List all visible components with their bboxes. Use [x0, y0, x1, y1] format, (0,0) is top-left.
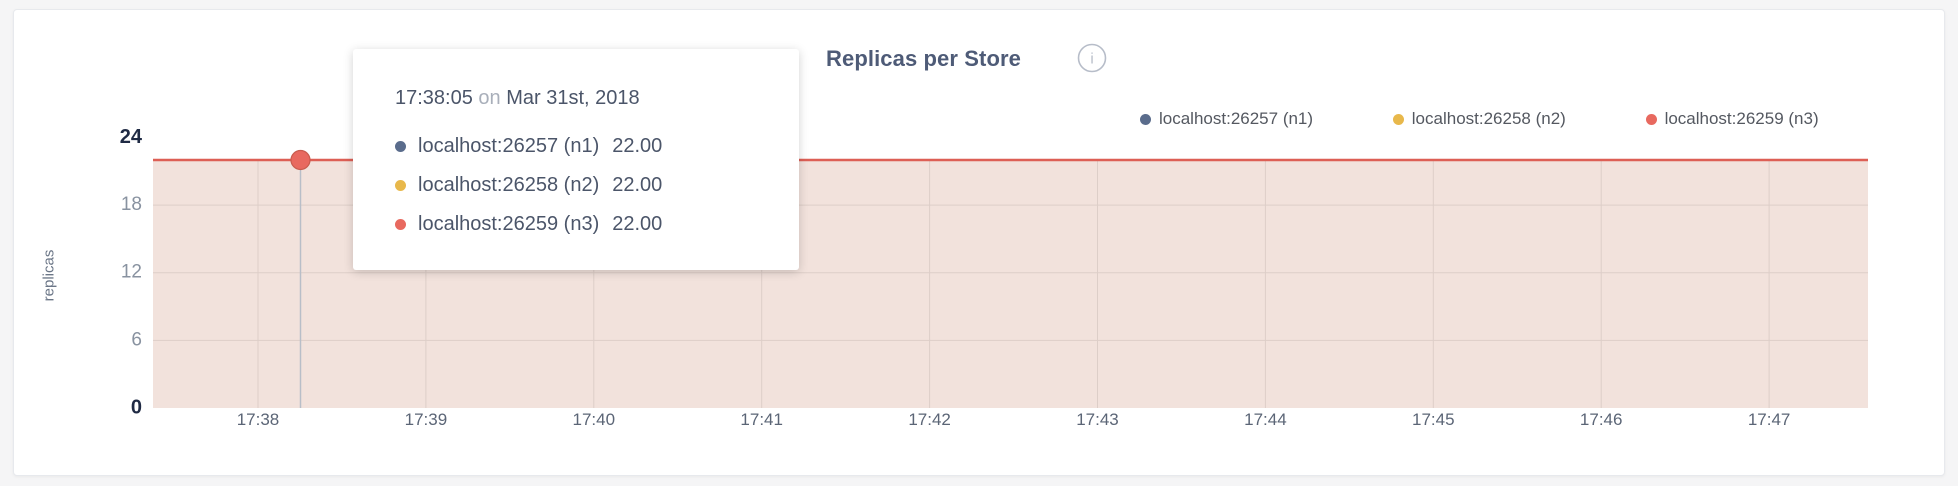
- svg-text:17:38: 17:38: [237, 410, 280, 429]
- svg-text:17:46: 17:46: [1580, 410, 1623, 429]
- svg-text:17:41: 17:41: [740, 410, 783, 429]
- svg-text:17:45: 17:45: [1412, 410, 1455, 429]
- svg-text:17:39: 17:39: [405, 410, 448, 429]
- svg-text:17:40: 17:40: [573, 410, 616, 429]
- svg-text:17:42: 17:42: [908, 410, 951, 429]
- svg-text:17:43: 17:43: [1076, 410, 1119, 429]
- svg-text:6: 6: [131, 329, 142, 350]
- svg-text:i: i: [1090, 51, 1093, 68]
- svg-text:24: 24: [120, 126, 143, 148]
- svg-text:12: 12: [121, 262, 142, 283]
- svg-text:18: 18: [121, 194, 142, 215]
- svg-text:0: 0: [131, 396, 142, 418]
- svg-text:17:44: 17:44: [1244, 410, 1287, 429]
- svg-text:17:47: 17:47: [1748, 410, 1791, 429]
